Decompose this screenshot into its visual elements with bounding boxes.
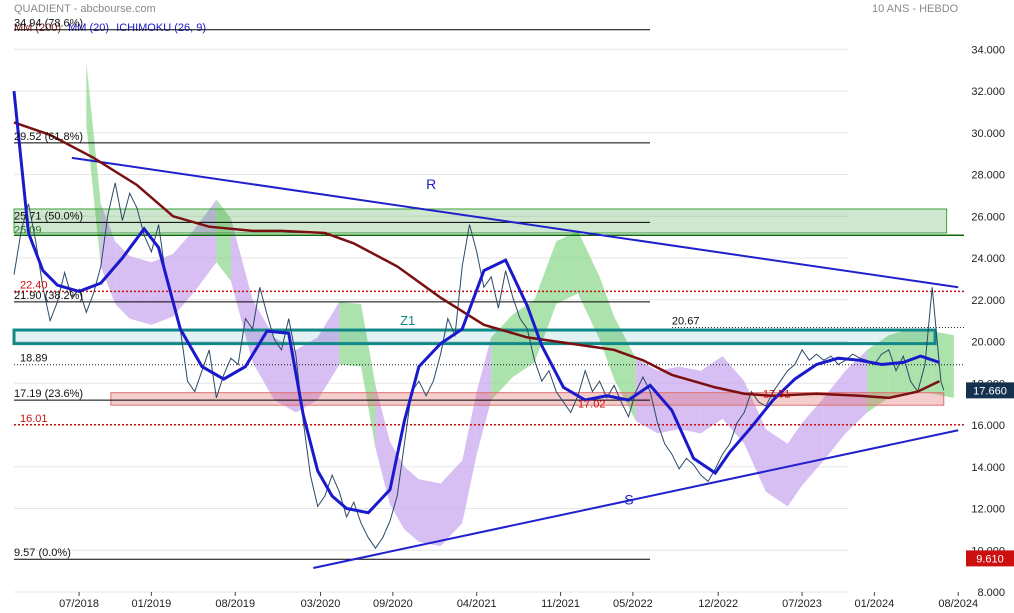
y-tick-label: 32.000 xyxy=(971,86,1005,98)
support-trendline xyxy=(313,429,959,569)
x-tick-label: 05/2022 xyxy=(613,598,653,610)
cloud-bull-segment xyxy=(867,335,889,413)
resistance-level-label: 20.67 xyxy=(672,316,700,328)
fib-level-label: 25.71 (50.0%) xyxy=(14,210,83,222)
y-tick-label: 22.000 xyxy=(971,295,1005,307)
x-tick-label: 08/2019 xyxy=(215,598,255,610)
red-level-label: 16.01 xyxy=(20,413,48,425)
fib-level-label: 21.90 (38.2%) xyxy=(14,290,83,302)
chart-source-label: QUADIENT - abcbourse.com xyxy=(14,3,156,15)
y-tick-label: 12.000 xyxy=(971,504,1005,516)
cloud-bear-segment xyxy=(823,370,846,461)
green-level-label: 25.09 xyxy=(14,224,42,236)
cloud-bear-segment xyxy=(317,301,340,400)
cloud-bear-segment xyxy=(722,356,745,444)
horizontal-levels xyxy=(14,29,964,560)
cloud-bear-segment xyxy=(765,429,788,507)
y-tick-label: 20.000 xyxy=(971,337,1005,349)
mm20-line xyxy=(12,90,940,515)
trend-lines xyxy=(71,156,959,569)
x-tick-label: 07/2018 xyxy=(59,598,99,610)
legend-mm-long: MM (200) xyxy=(14,22,62,34)
level-labels: 34.94 (78.6%) 29.52 (61.8%) 25.71 (50.0%) 2… xyxy=(14,18,791,560)
cloud-bear-segment xyxy=(404,466,419,542)
trendline-label: S xyxy=(624,491,633,507)
fib-level-label: 29.52 (61.8%) xyxy=(14,131,83,143)
price-tag-label: 9.610 xyxy=(976,553,1004,565)
cloud-bear-segment xyxy=(173,228,195,317)
resistance-trendline xyxy=(71,156,959,289)
red-level-label: 22.40 xyxy=(20,279,48,291)
cloud-bear-segment xyxy=(129,255,152,325)
red-annotation: 17.02 xyxy=(578,399,606,411)
y-tick-label: 8.000 xyxy=(977,587,1005,599)
red-zone-box xyxy=(110,392,945,406)
x-tick-label: 01/2019 xyxy=(131,598,171,610)
cloud-bear-segment xyxy=(252,299,275,400)
fib-level-label: 34.94 (78.6%) xyxy=(14,18,83,30)
cloud-bear-segment xyxy=(375,385,390,505)
x-tick-label: 12/2022 xyxy=(698,598,738,610)
y-tick-label: 24.000 xyxy=(971,253,1005,265)
x-tick-label: 04/2021 xyxy=(457,598,497,610)
y-tick-label: 28.000 xyxy=(971,170,1005,182)
x-tick-label: 08/2024 xyxy=(938,598,978,610)
x-tick-label: 11/2021 xyxy=(541,598,580,610)
price-line xyxy=(13,182,945,550)
cloud-bull-segment xyxy=(361,303,376,448)
cloud-bull-segment xyxy=(556,230,578,304)
x-tick-label: 09/2020 xyxy=(373,598,413,610)
cloud-bear-segment xyxy=(418,479,441,547)
cloud-bear-segment xyxy=(295,337,318,413)
trendline-label: R xyxy=(426,176,436,192)
cloud-bear-segment xyxy=(845,349,868,434)
fib-level-label: 17.19 (23.6%) xyxy=(14,388,83,400)
y-tick-label: 16.000 xyxy=(971,420,1005,432)
zone-label: Z1 xyxy=(400,313,415,328)
cloud-bear-segment xyxy=(476,337,492,455)
teal-zone-box xyxy=(12,328,937,346)
legend-mm20: MM (20) xyxy=(68,22,110,34)
cloud-bear-segment xyxy=(700,356,723,434)
cloud-bull-segment xyxy=(491,314,513,400)
chart-period-label: 10 ANS - HEBDO xyxy=(872,3,959,15)
x-tick-label: 01/2024 xyxy=(854,598,894,610)
series-lines xyxy=(12,90,945,550)
cloud-bear-segment xyxy=(100,203,116,304)
cloud-bear-segment xyxy=(230,218,253,363)
axes: 8.00010.00012.00014.00016.00018.00020.00… xyxy=(59,44,1014,610)
support-level-label: 18.89 xyxy=(20,353,48,365)
cloud-bear-segment xyxy=(679,366,701,434)
cloud-bull-segment xyxy=(577,230,600,340)
red-annotation: 17.51 xyxy=(763,389,791,401)
cloud-bull-segment xyxy=(216,199,231,281)
cloud-bull-segment xyxy=(599,276,615,380)
cloud-bull-segment xyxy=(339,301,362,367)
cloud-bear-segment xyxy=(151,253,174,325)
green-zone-box xyxy=(13,208,948,234)
x-tick-label: 03/2020 xyxy=(301,598,341,610)
cloud-bear-segment xyxy=(462,391,477,524)
cloud-bear-segment xyxy=(440,460,463,547)
ichimoku-cloud xyxy=(86,61,954,547)
cloud-bull-segment xyxy=(512,299,535,378)
price-tag-box xyxy=(966,382,1014,399)
legend-ichimoku: ICHIMOKU (26, 9) xyxy=(116,22,206,34)
cloud-bear-segment xyxy=(744,381,766,492)
price-tag-box xyxy=(966,550,1014,567)
y-tick-label: 26.000 xyxy=(971,211,1005,223)
cloud-bull-segment xyxy=(86,61,101,267)
chart-legend: MM (200) MM (20) ICHIMOKU (26, 9) xyxy=(14,22,210,34)
y-tick-label: 30.000 xyxy=(971,128,1005,140)
mm-long-line xyxy=(13,121,940,400)
cloud-bear-segment xyxy=(802,397,824,486)
y-tick-label: 14.000 xyxy=(971,462,1005,474)
x-tick-label: 07/2023 xyxy=(782,598,822,610)
fib-level-label: 9.57 (0.0%) xyxy=(14,547,71,559)
cloud-bear-segment xyxy=(274,337,296,413)
price-tag-label: 17.660 xyxy=(973,385,1007,397)
cloud-bear-segment xyxy=(635,358,658,434)
y-tick-label: 34.000 xyxy=(971,44,1005,56)
